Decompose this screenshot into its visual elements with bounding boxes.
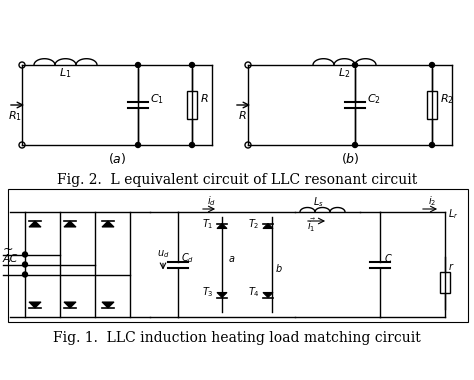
Text: $r$: $r$ bbox=[448, 261, 455, 271]
Bar bbox=[187, 90, 197, 119]
Text: ~: ~ bbox=[3, 242, 13, 255]
Text: $R$: $R$ bbox=[200, 92, 209, 104]
Text: $C_1$: $C_1$ bbox=[150, 92, 164, 106]
Bar bbox=[8, 189, 468, 322]
Circle shape bbox=[429, 62, 435, 68]
Text: $L_1$: $L_1$ bbox=[60, 66, 72, 80]
Polygon shape bbox=[263, 223, 273, 228]
Text: $L_s$: $L_s$ bbox=[313, 195, 324, 209]
Text: $\vec{i_1}$: $\vec{i_1}$ bbox=[307, 217, 316, 234]
Circle shape bbox=[136, 142, 140, 147]
Text: $u_d$: $u_d$ bbox=[157, 249, 170, 260]
Polygon shape bbox=[64, 221, 76, 227]
Text: AC: AC bbox=[3, 255, 18, 264]
Text: $i_2$: $i_2$ bbox=[428, 194, 436, 208]
Circle shape bbox=[22, 252, 27, 257]
Text: $T_3$: $T_3$ bbox=[202, 285, 214, 299]
Circle shape bbox=[190, 62, 194, 68]
Circle shape bbox=[429, 142, 435, 147]
Text: $a$: $a$ bbox=[228, 255, 235, 264]
Text: $L_r$: $L_r$ bbox=[448, 207, 458, 221]
Text: $T_1$: $T_1$ bbox=[202, 217, 214, 231]
Text: $C_2$: $C_2$ bbox=[367, 92, 381, 106]
Circle shape bbox=[353, 142, 357, 147]
Text: $R_2$: $R_2$ bbox=[440, 92, 454, 106]
Circle shape bbox=[22, 272, 27, 277]
Text: $C_d$: $C_d$ bbox=[181, 252, 194, 265]
Polygon shape bbox=[29, 302, 41, 308]
Text: $R_1$: $R_1$ bbox=[8, 109, 22, 123]
Text: $i_d$: $i_d$ bbox=[207, 194, 216, 208]
Polygon shape bbox=[217, 223, 227, 228]
Text: $C$: $C$ bbox=[384, 252, 393, 264]
Text: $(b)$: $(b)$ bbox=[341, 151, 359, 166]
Circle shape bbox=[353, 62, 357, 68]
Text: $T_2$: $T_2$ bbox=[248, 217, 259, 231]
Polygon shape bbox=[263, 293, 273, 298]
Text: $(a)$: $(a)$ bbox=[108, 151, 126, 166]
Text: Fig. 2.  L equivalent circuit of LLC resonant circuit: Fig. 2. L equivalent circuit of LLC reso… bbox=[57, 173, 417, 187]
Bar bbox=[440, 272, 450, 293]
Polygon shape bbox=[64, 302, 76, 308]
Polygon shape bbox=[217, 293, 227, 298]
Text: $L_2$: $L_2$ bbox=[338, 66, 351, 80]
Polygon shape bbox=[102, 302, 114, 308]
Polygon shape bbox=[102, 221, 114, 227]
Bar bbox=[427, 90, 437, 119]
Text: $R$: $R$ bbox=[238, 109, 246, 121]
Circle shape bbox=[190, 142, 194, 147]
Circle shape bbox=[136, 62, 140, 68]
Circle shape bbox=[22, 262, 27, 267]
Text: $T_4$: $T_4$ bbox=[248, 285, 260, 299]
Text: Fig. 1.  LLC induction heating load matching circuit: Fig. 1. LLC induction heating load match… bbox=[53, 331, 421, 345]
Text: $b$: $b$ bbox=[275, 263, 283, 274]
Polygon shape bbox=[29, 221, 41, 227]
